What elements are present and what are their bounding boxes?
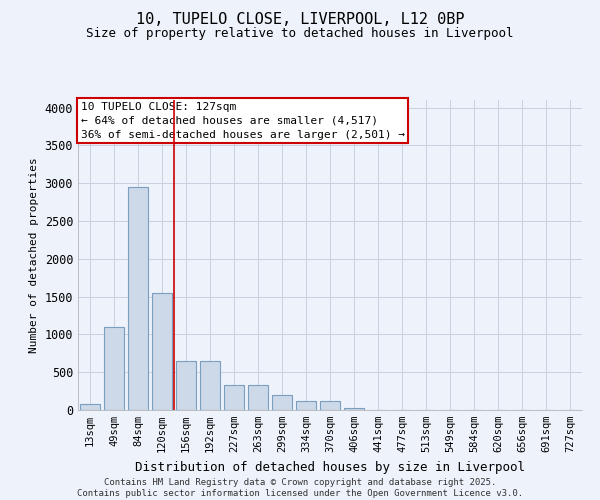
Bar — [128, 187, 148, 410]
Text: Size of property relative to detached houses in Liverpool: Size of property relative to detached ho… — [86, 28, 514, 40]
Bar — [272, 395, 292, 410]
Bar — [104, 327, 124, 410]
Bar — [152, 293, 172, 410]
Bar — [80, 404, 100, 410]
Bar — [200, 361, 220, 410]
Bar — [320, 401, 340, 410]
Bar — [296, 401, 316, 410]
Text: 10 TUPELO CLOSE: 127sqm
← 64% of detached houses are smaller (4,517)
36% of semi: 10 TUPELO CLOSE: 127sqm ← 64% of detache… — [80, 102, 404, 140]
Bar — [248, 385, 268, 410]
Bar — [224, 385, 244, 410]
Bar — [344, 408, 364, 410]
Text: 10, TUPELO CLOSE, LIVERPOOL, L12 0BP: 10, TUPELO CLOSE, LIVERPOOL, L12 0BP — [136, 12, 464, 28]
X-axis label: Distribution of detached houses by size in Liverpool: Distribution of detached houses by size … — [135, 460, 525, 473]
Y-axis label: Number of detached properties: Number of detached properties — [29, 157, 39, 353]
Text: Contains HM Land Registry data © Crown copyright and database right 2025.
Contai: Contains HM Land Registry data © Crown c… — [77, 478, 523, 498]
Bar — [176, 361, 196, 410]
